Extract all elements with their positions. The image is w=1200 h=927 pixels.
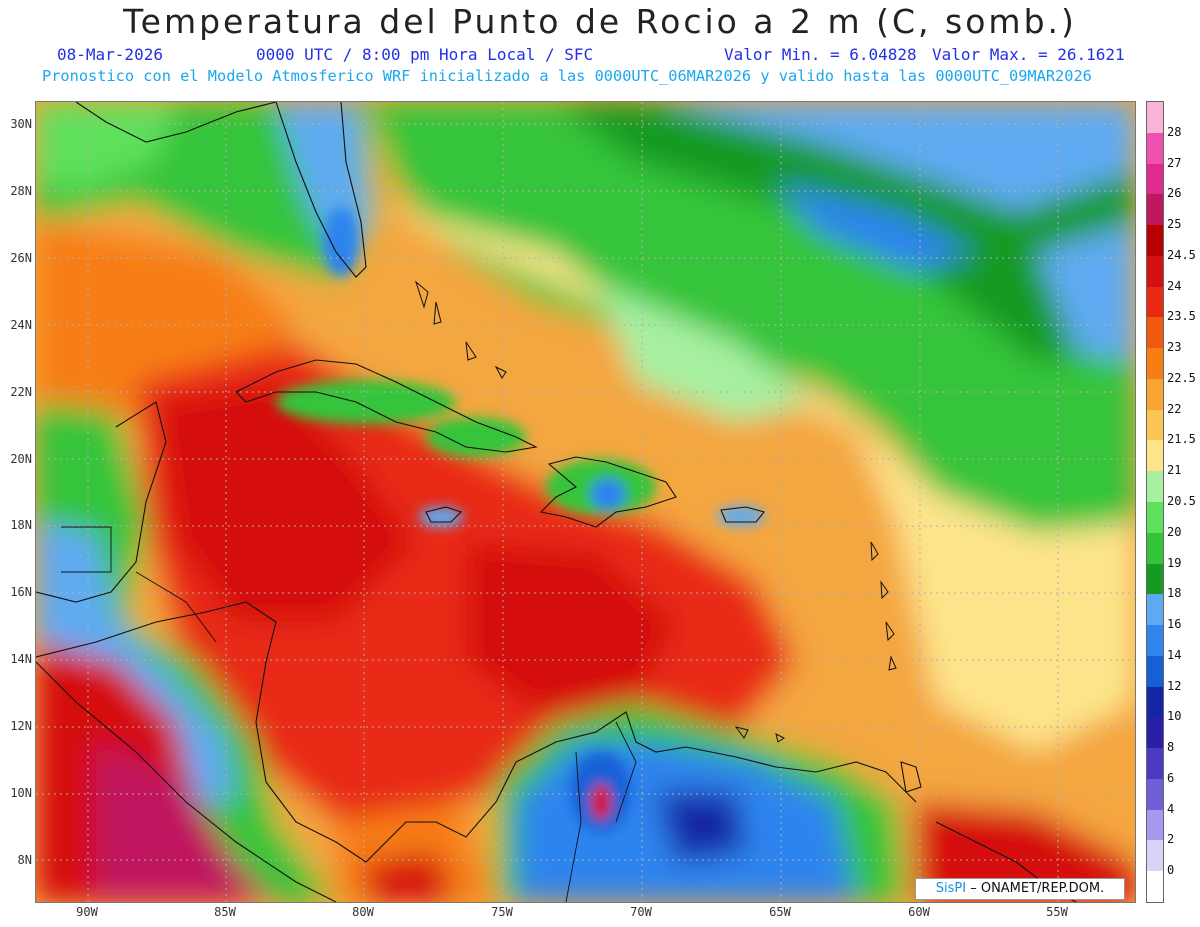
colorbar — [1146, 101, 1164, 903]
colorbar-swatch — [1147, 840, 1163, 872]
small-islands — [415, 280, 897, 743]
colorbar-label: 24.5 — [1167, 247, 1196, 262]
lat-label-12n: 12N — [10, 719, 32, 733]
lat-label-30n: 30N — [10, 117, 32, 131]
colorbar-swatch — [1147, 132, 1163, 165]
puerto-rico-coast — [720, 506, 765, 523]
lon-label-70w: 70W — [630, 905, 652, 919]
colorbar-label: 24 — [1167, 278, 1182, 293]
colorbar-swatch — [1147, 163, 1163, 195]
colorbar-swatch — [1147, 625, 1163, 657]
colorbar-label: 26 — [1167, 186, 1182, 201]
colorbar-swatch — [1147, 502, 1163, 534]
jamaica-coast — [425, 506, 463, 523]
colorbar-label: 10 — [1167, 709, 1182, 724]
yucatan-coast — [36, 401, 167, 603]
lon-label-90w: 90W — [76, 905, 98, 919]
pacific-coast — [36, 661, 337, 902]
map-canvas — [36, 102, 1135, 902]
lat-label-8n: 8N — [17, 853, 32, 867]
colorbar-label: 22.5 — [1167, 370, 1196, 385]
colorbar-swatch — [1147, 717, 1163, 749]
colorbar-swatch — [1147, 255, 1163, 288]
credit-box: SisPI – ONAMET/REP.DOM. — [915, 878, 1125, 900]
borders — [61, 526, 637, 902]
dewpoint-map[interactable] — [35, 101, 1136, 903]
min-value-label: Valor Min. = 6.04828 — [724, 45, 917, 64]
colorbar-swatch — [1147, 532, 1163, 565]
lat-label-28n: 28N — [10, 184, 32, 198]
colorbar-label: 25 — [1167, 217, 1182, 232]
max-value-label: Valor Max. = 26.1621 — [932, 45, 1125, 64]
lat-label-18n: 18N — [10, 518, 32, 532]
gulf-coast — [75, 102, 277, 143]
colorbar-swatch — [1147, 225, 1163, 257]
colorbar-swatch — [1147, 778, 1163, 811]
colorbar-label: 6 — [1167, 770, 1175, 785]
lon-label-85w: 85W — [214, 905, 236, 919]
colorbar-label: 20.5 — [1167, 494, 1196, 508]
colorbar-label: 22 — [1167, 401, 1182, 416]
colorbar-swatch — [1147, 686, 1163, 718]
lat-label-10n: 10N — [10, 786, 32, 800]
colorbar-label: 27 — [1167, 155, 1182, 170]
colorbar-label: 21.5 — [1167, 432, 1196, 447]
central-south-america-coast — [36, 601, 917, 863]
colorbar-swatch — [1147, 378, 1163, 411]
colorbar-swatch — [1147, 748, 1163, 780]
colorbar-label: 14 — [1167, 647, 1182, 662]
colorbar-label: 0 — [1167, 863, 1175, 878]
colorbar-swatch — [1147, 102, 1163, 134]
time-label: 0000 UTC / 8:00 pm Hora Local / SFC — [256, 45, 594, 64]
colorbar-swatch — [1147, 317, 1163, 349]
lat-label-20n: 20N — [10, 452, 32, 466]
credit-brand: SisPI — [935, 881, 967, 896]
lon-label-65w: 65W — [769, 905, 791, 919]
credit-org: – ONAMET/REP.DOM. — [970, 881, 1105, 896]
island-moisture — [276, 207, 765, 832]
colorbar-label: 4 — [1167, 801, 1175, 816]
colorbar-swatch — [1147, 348, 1163, 380]
colorbar-label: 23.5 — [1167, 309, 1196, 324]
colorbar-swatch — [1147, 440, 1163, 472]
colorbar-swatch — [1147, 594, 1163, 626]
trinidad-coast — [900, 761, 922, 793]
hispaniola-coast — [539, 456, 677, 528]
colorbar-swatch — [1147, 871, 1163, 903]
cuba-coast — [235, 359, 538, 453]
lat-label-26n: 26N — [10, 251, 32, 265]
colorbar-swatch — [1147, 809, 1163, 841]
grid-lines — [36, 102, 1135, 902]
colorbar-label: 21 — [1167, 463, 1182, 478]
colorbar-label: 23 — [1167, 340, 1182, 355]
lat-label-14n: 14N — [10, 652, 32, 666]
date-label: 08-Mar-2026 — [57, 45, 163, 64]
colorbar-label: 8 — [1167, 740, 1175, 755]
colorbar-swatch — [1147, 655, 1163, 688]
colorbar-swatch — [1147, 471, 1163, 503]
colorbar-label: 19 — [1167, 555, 1182, 570]
dewpoint-field — [36, 102, 1135, 902]
coastlines — [36, 102, 1077, 902]
colorbar-swatch — [1147, 409, 1163, 441]
colorbar-swatch — [1147, 563, 1163, 595]
lon-label-55w: 55W — [1046, 905, 1068, 919]
lon-label-75w: 75W — [491, 905, 513, 919]
forecast-label: Pronostico con el Modelo Atmosferico WRF… — [42, 67, 1092, 85]
lon-label-60w: 60W — [908, 905, 930, 919]
colorbar-swatch — [1147, 286, 1163, 318]
colorbar-label: 18 — [1167, 586, 1182, 601]
colorbar-label: 16 — [1167, 617, 1182, 632]
florida-coast — [275, 102, 367, 278]
colorbar-label: 2 — [1167, 832, 1175, 847]
map-title: Temperatura del Punto de Rocio a 2 m (C,… — [123, 2, 1077, 41]
colorbar-label: 20 — [1167, 524, 1182, 539]
lon-label-80w: 80W — [352, 905, 374, 919]
lat-label-24n: 24N — [10, 318, 32, 332]
lat-label-16n: 16N — [10, 585, 32, 599]
colorbar-swatch — [1147, 194, 1163, 226]
colorbar-label: 12 — [1167, 678, 1182, 693]
lat-label-22n: 22N — [10, 385, 32, 399]
colorbar-label: 28 — [1167, 124, 1182, 139]
